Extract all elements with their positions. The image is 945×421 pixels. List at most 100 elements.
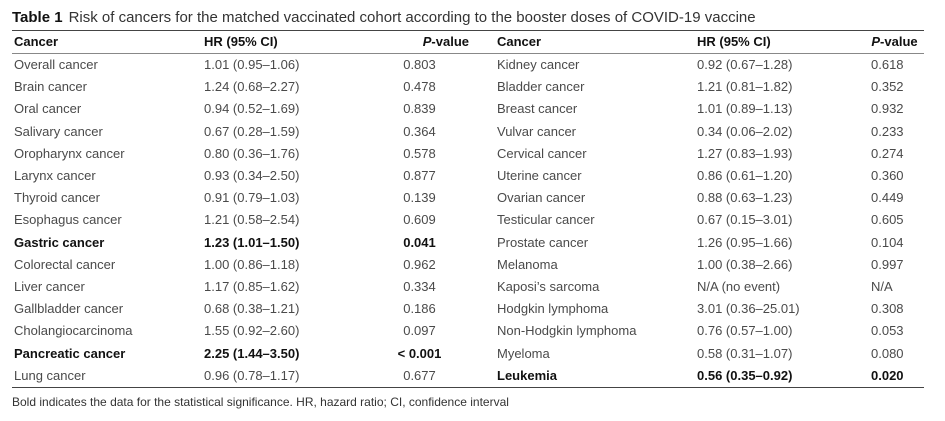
hazard-ratio-cell: 1.01 (0.95–1.06) — [204, 57, 300, 73]
p-value-cell: 0.932 — [871, 101, 904, 117]
header-p-italic: P — [871, 34, 881, 49]
header-hr-left: HR (95% CI) — [204, 34, 278, 49]
hazard-ratio-cell: 1.24 (0.68–2.27) — [204, 79, 300, 95]
table-row: Esophagus cancer 1.21 (0.58–2.54) 0.609 Tes… — [12, 209, 924, 231]
hazard-ratio-cell: 0.88 (0.63–1.23) — [697, 190, 793, 206]
hazard-ratio-cell: 1.27 (0.83–1.93) — [697, 145, 793, 161]
cancer-name-cell: Kidney cancer — [497, 57, 580, 73]
table-caption-text: Risk of cancers for the matched vaccinat… — [68, 9, 756, 26]
cancer-name-cell: Vulvar cancer — [497, 123, 576, 139]
p-value-cell: 0.839 — [403, 101, 436, 117]
p-value-cell: 0.274 — [871, 145, 904, 161]
header-hr-right: HR (95% CI) — [697, 34, 771, 49]
cancer-name-cell: Prostate cancer — [497, 234, 589, 250]
table-row: Pancreatic cancer 2.25 (1.44–3.50) < 0.001… — [12, 342, 924, 364]
cancer-name-cell: Non-Hodgkin lymphoma — [497, 323, 637, 339]
table-row: Colorectal cancer 1.00 (0.86–1.18) 0.962 Me… — [12, 254, 924, 276]
hazard-ratio-cell: 1.00 (0.86–1.18) — [204, 256, 300, 272]
p-value-cell: 0.139 — [403, 190, 436, 206]
results-table: Cancer HR (95% CI) P-value Cancer HR (95… — [12, 31, 924, 53]
hazard-ratio-cell: 1.21 (0.81–1.82) — [697, 79, 793, 95]
cancer-name-cell: Overall cancer — [14, 57, 98, 73]
cancer-name-cell: Hodgkin lymphoma — [497, 301, 609, 317]
p-value-cell: 0.605 — [871, 212, 904, 228]
header-cancer-right: Cancer — [497, 34, 542, 49]
cancer-name-cell: Liver cancer — [14, 278, 85, 294]
table-row: Larynx cancer 0.93 (0.34–2.50) 0.877 Uterin… — [12, 165, 924, 187]
hazard-ratio-cell: 0.58 (0.31–1.07) — [697, 345, 793, 361]
top-rule — [12, 30, 924, 31]
header-p-italic: P — [422, 34, 432, 49]
cancer-name-cell: Breast cancer — [497, 101, 578, 117]
hazard-ratio-cell: 1.26 (0.95–1.66) — [697, 234, 793, 250]
p-value-cell: 0.364 — [403, 123, 436, 139]
hazard-ratio-cell: 0.94 (0.52–1.69) — [204, 101, 300, 117]
p-value-cell: N/A — [871, 278, 893, 294]
p-value-cell: 0.677 — [403, 367, 436, 383]
cancer-name-cell: Salivary cancer — [14, 123, 103, 139]
cancer-name-cell: Myeloma — [497, 345, 550, 361]
results-table-body: Overall cancer 1.01 (0.95–1.06) 0.803 Kidne… — [12, 54, 924, 387]
cancer-name-cell: Cervical cancer — [497, 145, 587, 161]
cancer-name-cell: Kaposi’s sarcoma — [497, 278, 600, 294]
hazard-ratio-cell: 0.68 (0.38–1.21) — [204, 301, 300, 317]
table-row: Gastric cancer 1.23 (1.01–1.50) 0.041 Prost… — [12, 232, 924, 254]
hazard-ratio-cell: N/A (no event) — [697, 278, 781, 294]
p-value-cell: < 0.001 — [397, 345, 442, 361]
cancer-name-cell: Gastric cancer — [14, 234, 105, 250]
header-row: Cancer HR (95% CI) P-value Cancer HR (95… — [12, 31, 924, 53]
hazard-ratio-cell: 0.91 (0.79–1.03) — [204, 190, 300, 206]
table-caption: Table 1 Risk of cancers for the matched v… — [12, 8, 924, 28]
hazard-ratio-cell: 0.86 (0.61–1.20) — [697, 168, 793, 184]
cancer-name-cell: Lung cancer — [14, 367, 86, 383]
cancer-name-cell: Thyroid cancer — [14, 190, 100, 206]
hazard-ratio-cell: 1.00 (0.38–2.66) — [697, 256, 793, 272]
hazard-ratio-cell: 0.76 (0.57–1.00) — [697, 323, 793, 339]
p-value-cell: 0.352 — [871, 79, 904, 95]
p-value-cell: 0.053 — [871, 323, 904, 339]
hazard-ratio-cell: 1.01 (0.89–1.13) — [697, 101, 793, 117]
hazard-ratio-cell: 0.93 (0.34–2.50) — [204, 168, 300, 184]
cancer-name-cell: Colorectal cancer — [14, 256, 116, 272]
p-value-cell: 0.962 — [403, 256, 436, 272]
table-figure: Table 1 Risk of cancers for the matched v… — [12, 8, 924, 410]
cancer-name-cell: Testicular cancer — [497, 212, 595, 228]
table-body: Overall cancer 1.01 (0.95–1.06) 0.803 Kidne… — [12, 54, 924, 387]
header-pvalue-right: P-value — [863, 31, 924, 53]
hazard-ratio-cell: 1.23 (1.01–1.50) — [204, 234, 300, 250]
header-p-suffix: -value — [880, 34, 918, 49]
p-value-cell: 0.997 — [871, 256, 904, 272]
cancer-name-cell: Esophagus cancer — [14, 212, 122, 228]
hazard-ratio-cell: 1.17 (0.85–1.62) — [204, 278, 300, 294]
cancer-name-cell: Cholangiocarcinoma — [14, 323, 133, 339]
table-row: Thyroid cancer 0.91 (0.79–1.03) 0.139 Ovari… — [12, 187, 924, 209]
cancer-name-cell: Ovarian cancer — [497, 190, 586, 206]
p-value-cell: 0.449 — [871, 190, 904, 206]
table-row: Salivary cancer 0.67 (0.28–1.59) 0.364 Vulv… — [12, 121, 924, 143]
p-value-cell: 0.308 — [871, 301, 904, 317]
header-p-suffix: -value — [431, 34, 469, 49]
hazard-ratio-cell: 0.92 (0.67–1.28) — [697, 57, 793, 73]
hazard-ratio-cell: 0.67 (0.15–3.01) — [697, 212, 793, 228]
hazard-ratio-cell: 0.96 (0.78–1.17) — [204, 367, 300, 383]
p-value-cell: 0.097 — [403, 323, 436, 339]
table-row: Gallbladder cancer 0.68 (0.38–1.21) 0.186 H… — [12, 298, 924, 320]
cancer-name-cell: Pancreatic cancer — [14, 345, 126, 361]
cancer-name-cell: Leukemia — [497, 367, 557, 383]
table-row: Oral cancer 0.94 (0.52–1.69) 0.839 Breast c… — [12, 98, 924, 120]
p-value-cell: 0.233 — [871, 123, 904, 139]
table-row: Brain cancer 1.24 (0.68–2.27) 0.478 Bladder… — [12, 76, 924, 98]
p-value-cell: 0.618 — [871, 57, 904, 73]
cancer-name-cell: Larynx cancer — [14, 168, 96, 184]
table-row: Cholangiocarcinoma 1.55 (0.92–2.60) 0.097 N… — [12, 320, 924, 342]
table-row: Lung cancer 0.96 (0.78–1.17) 0.677 Leukemia… — [12, 365, 924, 387]
p-value-cell: 0.020 — [871, 367, 904, 383]
header-rule — [12, 53, 924, 54]
p-value-cell: 0.478 — [403, 79, 436, 95]
header-pvalue-left: P-value — [362, 31, 475, 53]
p-value-cell: 0.104 — [871, 234, 904, 250]
cancer-name-cell: Brain cancer — [14, 79, 87, 95]
p-value-cell: 0.360 — [871, 168, 904, 184]
p-value-cell: 0.803 — [403, 57, 436, 73]
hazard-ratio-cell: 2.25 (1.44–3.50) — [204, 345, 300, 361]
